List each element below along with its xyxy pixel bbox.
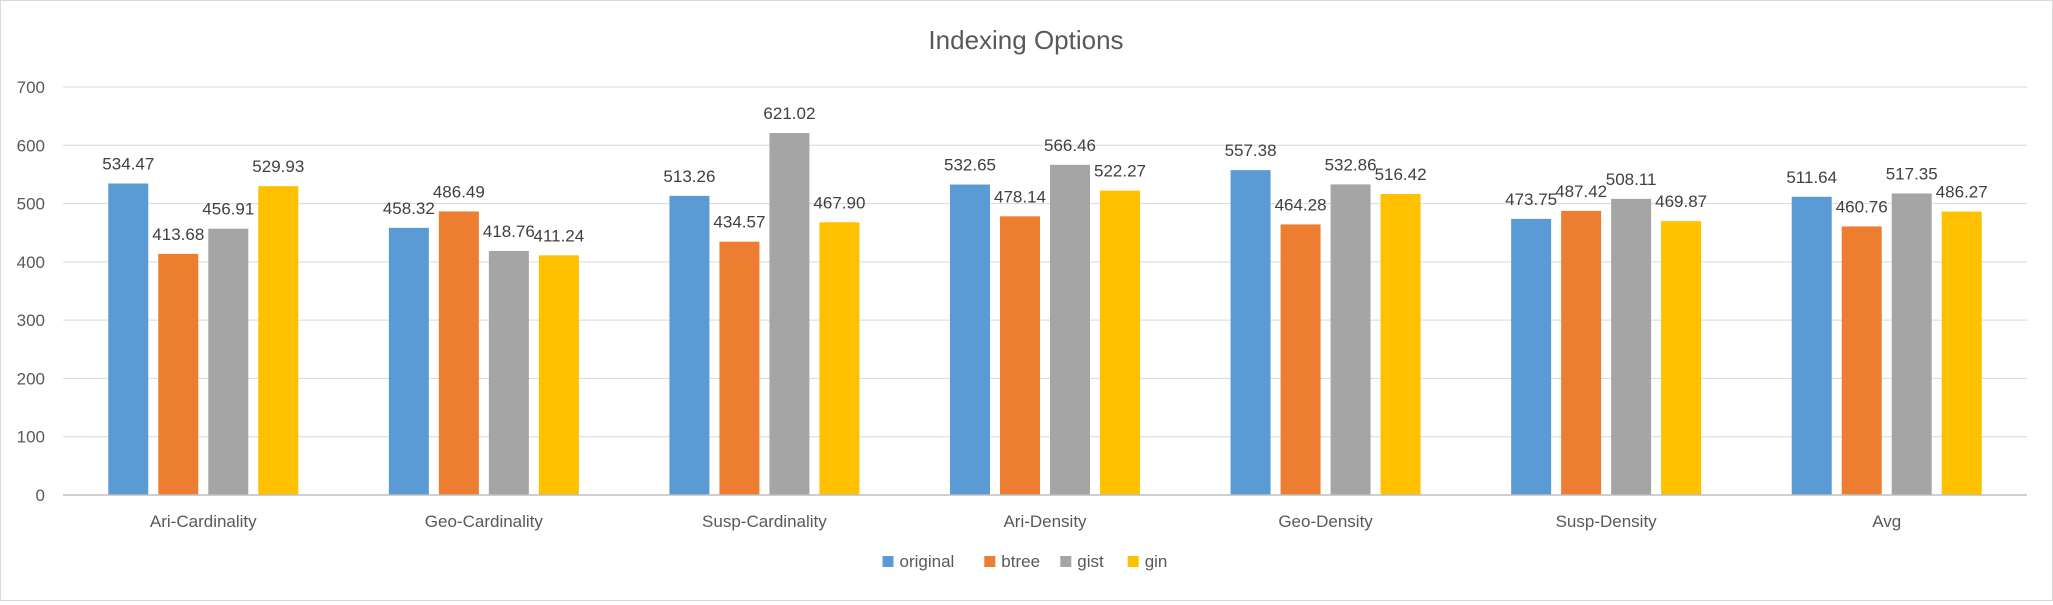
x-category-label: Ari-Cardinality xyxy=(150,512,257,531)
data-label: 411.24 xyxy=(533,226,584,245)
legend-item-btree: btree xyxy=(984,552,1040,571)
data-label: 517.35 xyxy=(1886,164,1938,183)
data-label: 529.93 xyxy=(252,157,304,176)
data-label: 469.87 xyxy=(1655,192,1707,211)
y-tick-label: 500 xyxy=(17,195,45,214)
data-label: 413.68 xyxy=(152,225,204,244)
bar-original xyxy=(1511,218,1552,495)
y-tick-label: 600 xyxy=(17,136,45,155)
legend-item-gist: gist xyxy=(1060,552,1104,571)
bar-original xyxy=(1791,196,1832,495)
data-label: 513.26 xyxy=(663,167,715,186)
bar-gin xyxy=(1661,221,1702,495)
chart-title: Indexing Options xyxy=(928,25,1123,55)
data-label: 478.14 xyxy=(994,187,1046,206)
bar-gist xyxy=(1330,184,1371,495)
data-label: 486.49 xyxy=(433,182,485,201)
data-label: 458.32 xyxy=(383,199,435,218)
x-category-label: Susp-Cardinality xyxy=(702,512,827,531)
y-tick-label: 100 xyxy=(17,428,45,447)
x-axis-category-labels: Ari-Cardinality Geo-Cardinality Susp-Cardi… xyxy=(150,512,1901,531)
y-tick-label: 200 xyxy=(17,369,45,388)
data-label: 557.38 xyxy=(1225,141,1277,160)
bar-btree xyxy=(1000,216,1040,495)
data-label: 511.64 xyxy=(1786,168,1837,187)
bar-gin xyxy=(258,186,299,495)
data-label: 532.86 xyxy=(1325,155,1377,174)
bar-gist xyxy=(1891,193,1932,495)
bar-btree xyxy=(1280,224,1321,495)
legend-swatch xyxy=(984,556,996,567)
x-category-label: Ari-Density xyxy=(1003,512,1087,531)
data-label: 467.90 xyxy=(813,193,865,212)
legend-label: gist xyxy=(1077,552,1104,571)
legend: original btree gist gin xyxy=(882,552,1168,571)
bar-gin xyxy=(538,255,579,495)
bar-btree xyxy=(719,241,760,495)
bar-btree xyxy=(158,253,199,495)
legend-label: btree xyxy=(1001,552,1040,571)
data-label: 473.75 xyxy=(1505,190,1557,209)
legend-label: original xyxy=(900,552,955,571)
x-category-label: Geo-Cardinality xyxy=(425,512,544,531)
bar-gin xyxy=(1380,194,1421,495)
data-label: 464.28 xyxy=(1275,195,1327,214)
x-category-label: Susp-Density xyxy=(1556,512,1658,531)
bar-gist xyxy=(1050,164,1090,495)
bar-original xyxy=(108,183,149,495)
bar-original xyxy=(669,195,710,495)
data-label: 508.11 xyxy=(1606,170,1657,189)
data-label: 456.91 xyxy=(202,200,254,219)
bar-btree xyxy=(1841,226,1882,495)
data-label: 460.76 xyxy=(1836,197,1888,216)
legend-swatch xyxy=(1127,556,1139,567)
data-label: 418.76 xyxy=(483,222,535,241)
data-label: 522.27 xyxy=(1094,162,1146,181)
legend-item-gin: gin xyxy=(1127,552,1168,571)
legend-label: gin xyxy=(1145,552,1168,571)
bar-gist xyxy=(488,250,529,495)
y-tick-label: 700 xyxy=(17,78,45,97)
data-label: 532.65 xyxy=(944,156,996,175)
bar-gin xyxy=(1941,211,1982,496)
bar-gist xyxy=(769,133,810,495)
bar-btree xyxy=(438,211,479,495)
y-tick-label: 0 xyxy=(36,486,45,505)
legend-swatch xyxy=(1060,556,1072,567)
bar-btree xyxy=(1561,210,1602,495)
x-category-label: Geo-Density xyxy=(1278,512,1373,531)
data-label: 566.46 xyxy=(1044,136,1096,155)
bar-original xyxy=(1230,170,1271,496)
bar-original xyxy=(950,184,990,495)
data-label: 434.57 xyxy=(713,213,765,232)
bar-gist xyxy=(208,228,249,495)
legend-item-original: original xyxy=(882,552,955,571)
data-label: 534.47 xyxy=(102,154,154,173)
data-label: 487.42 xyxy=(1555,182,1607,201)
y-tick-label: 400 xyxy=(17,253,45,272)
data-label: 516.42 xyxy=(1375,165,1427,184)
bar-original xyxy=(388,227,429,495)
bar-gin xyxy=(819,222,860,496)
y-axis-tick-labels: 0 100 200 300 400 500 600 700 xyxy=(17,78,45,505)
bar-gist xyxy=(1611,198,1652,495)
data-label: 621.02 xyxy=(763,104,815,123)
data-label: 486.27 xyxy=(1936,183,1988,202)
bars xyxy=(108,133,1982,496)
y-tick-label: 300 xyxy=(17,311,45,330)
x-category-label: Avg xyxy=(1872,512,1901,531)
bar-gin xyxy=(1100,190,1140,496)
legend-swatch xyxy=(882,556,894,567)
